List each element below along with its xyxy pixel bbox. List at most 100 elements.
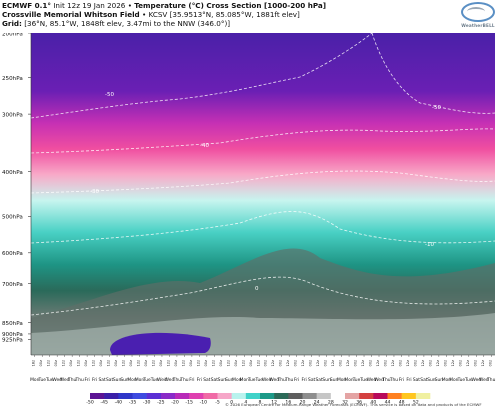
x-time-label: 12z — [406, 360, 410, 367]
cold-pocket — [110, 332, 211, 355]
x-day-label: Mon — [442, 377, 451, 383]
x-time-label: 12z — [256, 360, 260, 367]
contour-label: -40 — [200, 143, 209, 149]
x-time-label: 12z — [421, 360, 425, 367]
x-day-label: Sun — [330, 377, 339, 383]
x-time-label: 12z — [151, 360, 155, 367]
x-time-label: 00z — [383, 360, 387, 367]
x-time-label: 12z — [331, 360, 335, 367]
colorbar-tick-label: 20 — [300, 400, 306, 406]
colorbar-swatch — [160, 393, 176, 399]
x-day-label: Mon — [127, 377, 136, 383]
colorbar-tick-label: 48 — [399, 400, 405, 406]
cross-section-chart: 200hPa 250hPa 300hPa 400hPa 500hPa 600hPa 700h… — [2, 33, 496, 383]
colorbar-tick-label: -35 — [129, 400, 137, 406]
x-time-label: 12z — [451, 360, 455, 367]
x-time-label: 18z — [32, 360, 36, 367]
y-tick-label: 250hPa — [2, 76, 23, 82]
x-day-label: Wed — [269, 377, 279, 383]
y-tick-label: 925hPa — [2, 338, 23, 344]
chart-title: Temperature (°C) Cross Section [1000-200… — [134, 1, 327, 10]
copyright-text: © 2026 European Centre for Medium-Range … — [225, 402, 482, 407]
contour-label: -50 — [105, 92, 114, 98]
x-day-label: Fri — [406, 377, 411, 383]
x-time-label: 00z — [144, 360, 148, 367]
x-time-label: 12z — [481, 360, 485, 367]
x-time-label: 00z — [249, 360, 253, 367]
contour-line — [30, 33, 373, 119]
x-day-label: Tue — [45, 377, 54, 383]
x-time-label: 12z — [77, 360, 81, 367]
x-day-label: Sat — [316, 377, 323, 383]
y-tick-label: 900hPa — [2, 332, 23, 338]
x-day-label: Tue — [352, 377, 361, 383]
x-time-label: 12z — [166, 360, 170, 367]
x-time-label: 00z — [294, 360, 298, 367]
x-time-label: 12z — [301, 360, 305, 367]
x-time-label: 00z — [428, 360, 432, 367]
x-time-label: 00z — [443, 360, 447, 367]
colorbar-tick-label: -20 — [171, 400, 179, 406]
x-day-label: Wed — [157, 377, 167, 383]
x-time-label: 00z — [473, 360, 477, 367]
x-day-label: Mon — [232, 377, 241, 383]
colorbar-swatch — [387, 393, 402, 399]
station-info: KCSV [35.9513°N, 85.085°W, 1881ft elev] — [148, 10, 300, 19]
x-time-label: 12z — [62, 360, 66, 367]
contour-label: -30 — [90, 189, 99, 195]
contour-line — [30, 211, 496, 244]
x-time-label: 12z — [271, 360, 275, 367]
x-time-label: 00z — [204, 360, 208, 367]
colorbar-swatch — [330, 393, 346, 399]
chart-header: ECMWF 0.1° Init 12z 19 Jan 2026 • Temper… — [0, 0, 500, 33]
title-bullet: • — [127, 1, 132, 10]
x-time-label: 12z — [346, 360, 350, 367]
colorbar-swatch — [231, 393, 247, 399]
x-day-label: Wed — [472, 377, 482, 383]
x-time-label: 12z — [137, 360, 141, 367]
colorbar-tick-label: 24 — [314, 400, 320, 406]
x-time-label: 00z — [54, 360, 58, 367]
colorbar-swatch — [146, 393, 162, 399]
y-tick-label: 500hPa — [2, 215, 23, 221]
x-time-label: 00z — [458, 360, 462, 367]
x-time-label: 12z — [92, 360, 96, 367]
y-tick-label: 600hPa — [2, 251, 23, 257]
x-day-label: Fri — [302, 377, 307, 383]
contour-line — [30, 128, 496, 154]
colorbar-tick-label: -40 — [115, 400, 123, 406]
x-day-label: Wed — [165, 377, 175, 383]
x-day-label: Wed — [60, 377, 70, 383]
colorbar-swatch — [104, 393, 119, 399]
grid-line: Grid: [36°N, 85.1°W, 1848ft elev, 3.47mi… — [2, 19, 230, 28]
y-axis: 200hPa 250hPa 300hPa 400hPa 500hPa 600hPa 700h… — [2, 33, 31, 344]
x-time-label: 12z — [226, 360, 230, 367]
x-day-label: Wed — [367, 377, 377, 383]
x-time-label: 12z — [316, 360, 320, 367]
station-bullet: • — [141, 10, 147, 19]
colorbar-swatch — [203, 393, 218, 399]
x-time-label: 12z — [211, 360, 215, 367]
x-day-label: Thu — [277, 377, 286, 383]
x-day-label: Fri — [189, 377, 194, 383]
x-day-label: Tue — [150, 377, 159, 383]
x-time-label: 12z — [196, 360, 200, 367]
x-time-label: 00z — [264, 360, 268, 367]
colorbar-tick-label: -10 — [200, 400, 208, 406]
x-time-label: 12z — [47, 360, 51, 367]
colorbar-area: © 2026 European Centre for Medium-Range … — [0, 393, 500, 411]
x-day-label: Sat — [308, 377, 315, 383]
contour-label: -50 — [432, 105, 441, 111]
colorbar-swatch — [217, 393, 232, 399]
x-time-label: 00z — [69, 360, 73, 367]
x-time-label: 12z — [391, 360, 395, 367]
x-day-label: Thu — [381, 377, 390, 383]
weatherbell-logo: WeatherBELL — [460, 2, 496, 28]
x-day-label: Tue — [464, 377, 473, 383]
x-time-label: 00z — [84, 360, 88, 367]
y-tick-label: 300hPa — [2, 112, 23, 118]
x-time-label: 00z — [488, 360, 492, 367]
x-time-label: 00z — [413, 360, 417, 367]
contour-line — [30, 276, 496, 316]
